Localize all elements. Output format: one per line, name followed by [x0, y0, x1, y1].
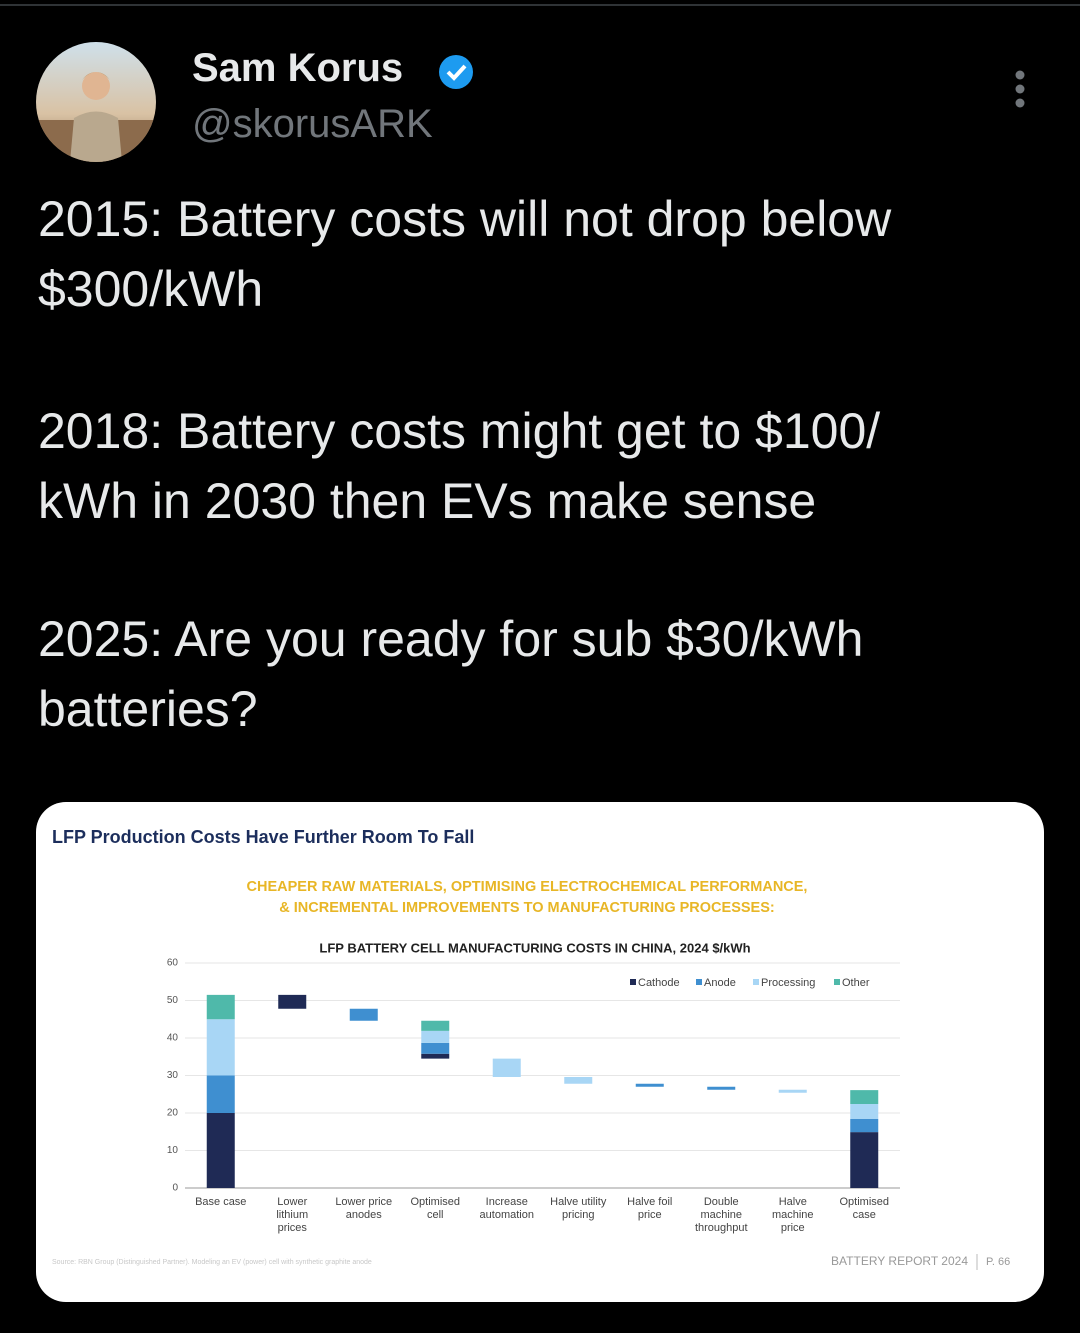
legend-label: Cathode	[638, 977, 680, 989]
legend-swatch	[630, 979, 636, 985]
tweet-line: $300/kWh	[38, 261, 264, 317]
x-tick-label: Halve utility pricing	[550, 1196, 607, 1221]
bar-segment	[564, 1077, 593, 1084]
card-heading: LFP Production Costs Have Further Room T…	[52, 827, 474, 847]
bar-segment	[850, 1104, 879, 1119]
y-tick-label: 50	[167, 995, 179, 1006]
legend-swatch	[753, 979, 759, 985]
tweet-line: 2015: Battery costs will not drop below	[38, 191, 892, 247]
y-tick-label: 10	[167, 1145, 179, 1156]
verified-badge	[439, 55, 473, 89]
bar-segment	[850, 1119, 879, 1133]
bar-segment	[492, 1058, 521, 1077]
page-number: P. 66	[986, 1256, 1010, 1268]
more-menu[interactable]	[1015, 70, 1025, 108]
report-footer: BATTERY REPORT 2024	[831, 1254, 968, 1268]
media-card[interactable]	[36, 802, 1044, 1302]
tweet-line: kWh in 2030 then EVs make sense	[38, 473, 817, 529]
bar-segment	[206, 1075, 235, 1113]
y-tick-label: 0	[172, 1183, 178, 1194]
card-tagline: & INCREMENTAL IMPROVEMENTS TO MANUFACTUR…	[279, 900, 774, 916]
source-note: Source: RBN Group (Distinguished Partner…	[52, 1259, 372, 1266]
y-tick-label: 30	[167, 1070, 179, 1081]
handle[interactable]: @skorusARK	[192, 102, 433, 146]
x-tick-label: Double machine throughput	[694, 1196, 748, 1234]
y-tick-label: 60	[167, 958, 179, 969]
avatar[interactable]	[36, 42, 156, 162]
bar-segment	[421, 1053, 450, 1059]
bar-segment	[206, 1113, 235, 1188]
bar-segment	[421, 1020, 450, 1031]
x-tick-label: Lower lithium prices	[276, 1196, 309, 1234]
y-tick-label: 20	[167, 1108, 179, 1119]
card-tagline: CHEAPER RAW MATERIALS, OPTIMISING ELECTR…	[247, 879, 808, 895]
x-tick-label: Optimised cell	[410, 1196, 461, 1221]
bar-segment	[707, 1086, 736, 1090]
x-tick-label: Increase automation	[479, 1196, 534, 1221]
bar-segment	[850, 1132, 879, 1188]
bar-segment	[778, 1089, 807, 1093]
bar-segment	[421, 1042, 450, 1054]
tweet-line: batteries?	[38, 681, 258, 737]
tweet-line: 2025: Are you ready for sub $30/kWh	[38, 611, 864, 667]
bar-segment	[850, 1090, 879, 1104]
x-tick-label: Lower price anodes	[335, 1196, 393, 1221]
bar-segment	[206, 994, 235, 1020]
legend-swatch	[834, 979, 840, 985]
bar-segment	[421, 1030, 450, 1043]
legend-swatch	[696, 979, 702, 985]
legend-label: Anode	[704, 977, 736, 989]
legend-label: Processing	[761, 977, 815, 989]
legend-label: Other	[842, 977, 870, 989]
bar-segment	[635, 1083, 664, 1087]
x-tick-label: Optimised case	[839, 1196, 890, 1221]
bar-segment	[349, 1008, 378, 1021]
x-tick-label: Halve machine price	[771, 1196, 814, 1234]
x-tick-label: Base case	[195, 1196, 247, 1208]
chart-title: LFP BATTERY CELL MANUFACTURING COSTS IN …	[319, 940, 750, 955]
y-tick-label: 40	[167, 1033, 179, 1044]
bar-segment	[278, 994, 307, 1009]
tweet-line: 2018: Battery costs might get to $100/	[38, 403, 881, 459]
display-name[interactable]: Sam Korus	[192, 46, 404, 90]
bar-segment	[206, 1019, 235, 1076]
x-tick-label: Halve foil price	[627, 1196, 673, 1221]
